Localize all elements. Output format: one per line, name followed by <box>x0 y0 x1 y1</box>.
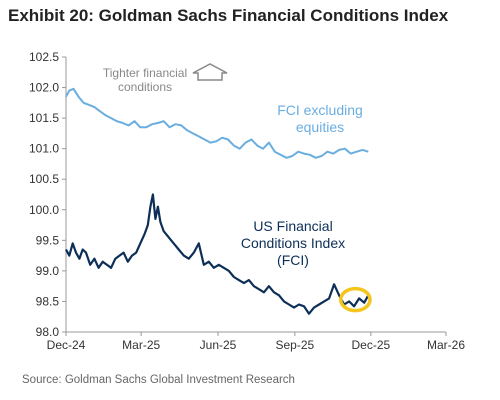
y-tick-label: 99.0 <box>36 264 60 278</box>
y-axis: 98.0 98.5 99.0 99.5 100.0 100.5 101.0 101.5 102.… <box>29 50 67 339</box>
x-tick-label: Mar-25 <box>122 338 160 352</box>
y-tick-label: 98.0 <box>36 325 60 339</box>
x-axis: Dec-24 Mar-25 Jun-25 Sep-25 Dec-25 Mar-26 <box>47 331 465 352</box>
highlight-circle <box>339 286 372 313</box>
tighter-conditions-annotation: Tighter financial conditions <box>103 66 187 94</box>
x-tick-label: Jun-25 <box>200 338 237 352</box>
chart-title: Exhibit 20: Goldman Sachs Financial Cond… <box>8 6 449 25</box>
label-line: Conditions Index <box>241 235 345 251</box>
annotation-line: conditions <box>118 80 172 94</box>
label-line: FCI excluding <box>277 102 363 118</box>
x-tick-label: Sep-25 <box>275 338 314 352</box>
x-tick-label: Dec-25 <box>351 338 390 352</box>
fci-excluding-equities-label: FCI excluding equities <box>277 102 363 135</box>
y-tick-label: 98.5 <box>36 294 60 308</box>
source-note: Source: Goldman Sachs Global Investment … <box>22 374 295 386</box>
x-tick-label: Mar-26 <box>427 338 465 352</box>
label-line: equities <box>296 119 344 135</box>
fci-line <box>65 193 370 315</box>
fci-label: US Financial Conditions Index (FCI) <box>241 218 345 268</box>
y-tick-label: 102.0 <box>29 81 59 95</box>
fci-excluding-equities-line <box>65 87 369 159</box>
y-tick-label: 100.0 <box>29 203 59 217</box>
outline-up-arrow-icon <box>192 63 228 81</box>
y-tick-label: 101.5 <box>29 111 59 125</box>
y-tick-label: 102.5 <box>29 50 59 64</box>
label-line: US Financial <box>253 218 332 234</box>
label-line: (FCI) <box>277 252 309 268</box>
y-tick-label: 101.0 <box>29 142 59 156</box>
annotations-layer: FCI excluding equities US Financial Conditi… <box>103 63 372 313</box>
y-tick-label: 100.5 <box>29 172 59 186</box>
y-tick-label: 99.5 <box>36 233 60 247</box>
series-layer <box>65 87 370 315</box>
annotation-line: Tighter financial <box>103 66 187 80</box>
x-tick-label: Dec-24 <box>47 338 86 352</box>
